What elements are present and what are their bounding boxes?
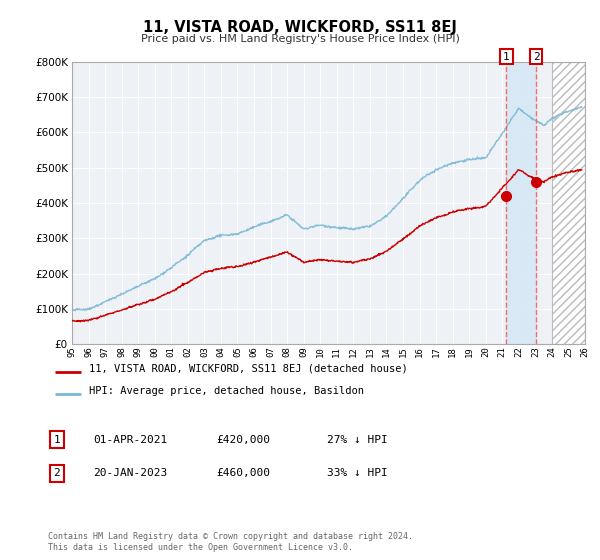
Text: 20-JAN-2023: 20-JAN-2023: [93, 468, 167, 478]
Text: 11, VISTA ROAD, WICKFORD, SS11 8EJ: 11, VISTA ROAD, WICKFORD, SS11 8EJ: [143, 20, 457, 35]
Text: 33% ↓ HPI: 33% ↓ HPI: [327, 468, 388, 478]
Text: 1: 1: [503, 52, 510, 62]
Text: 2: 2: [53, 468, 61, 478]
Text: Contains HM Land Registry data © Crown copyright and database right 2024.
This d: Contains HM Land Registry data © Crown c…: [48, 532, 413, 552]
Bar: [506, 62, 536, 344]
Text: 2: 2: [533, 52, 539, 62]
Text: Price paid vs. HM Land Registry's House Price Index (HPI): Price paid vs. HM Land Registry's House …: [140, 34, 460, 44]
Text: HPI: Average price, detached house, Basildon: HPI: Average price, detached house, Basi…: [89, 385, 364, 395]
Text: 01-APR-2021: 01-APR-2021: [93, 435, 167, 445]
Bar: [552, 62, 585, 344]
Text: £460,000: £460,000: [216, 468, 270, 478]
Text: 1: 1: [53, 435, 61, 445]
Text: 11, VISTA ROAD, WICKFORD, SS11 8EJ (detached house): 11, VISTA ROAD, WICKFORD, SS11 8EJ (deta…: [89, 363, 407, 374]
Text: 27% ↓ HPI: 27% ↓ HPI: [327, 435, 388, 445]
Text: £420,000: £420,000: [216, 435, 270, 445]
